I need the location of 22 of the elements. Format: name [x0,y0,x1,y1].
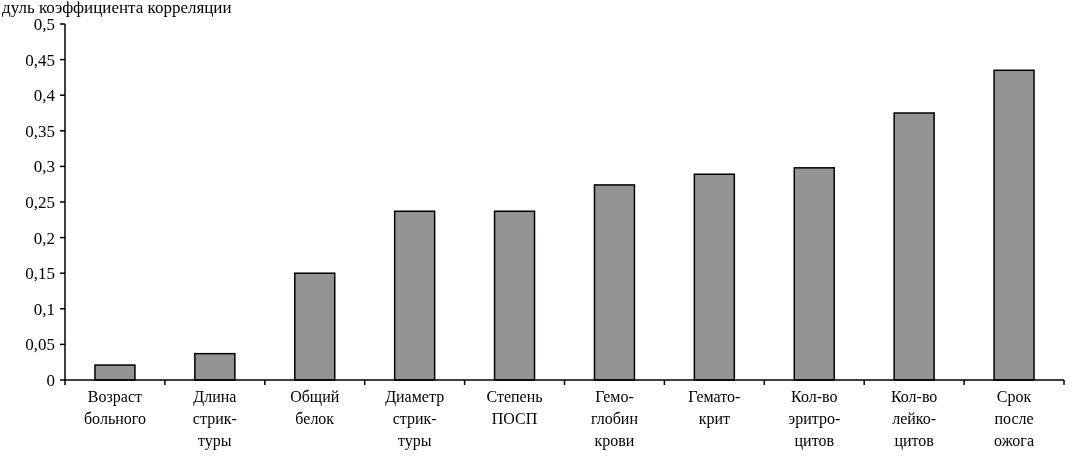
x-tick-label: Общий белок [290,388,340,427]
y-tick-label: 0,35 [25,121,55,141]
x-tick-label: Диаметр стрик- туры [385,388,445,450]
y-axis-title: дуль коэффициента корреляции [2,0,232,17]
y-tick-label: 0,3 [33,157,55,177]
x-tick-label: Степень ПОСП [486,388,543,427]
y-tick-label: 0,1 [33,299,55,319]
x-tick-label: Гемо- глобин крови [590,388,639,450]
y-tick-label: 0,2 [33,228,55,248]
x-tick-label: Гемато- крит [688,388,741,428]
y-tick-label: 0,05 [25,335,55,355]
y-tick-label: 0,4 [33,86,56,106]
x-tick-label: Кол-во эритро- цитов [788,388,841,450]
x-tick-label: Кол-во лейко- цитов [890,388,938,450]
y-tick-label: 0,45 [25,50,55,70]
x-tick-label: Длина стрик- туры [192,388,237,450]
y-tick-label: 0 [46,370,55,390]
y-tick-label: 0,15 [25,264,55,284]
y-tick-label: 0,5 [33,14,55,34]
x-tick-label: Срок после ожога [994,388,1035,449]
x-tick-label: Возраст больного [83,388,146,427]
y-tick-label: 0,25 [25,192,55,212]
